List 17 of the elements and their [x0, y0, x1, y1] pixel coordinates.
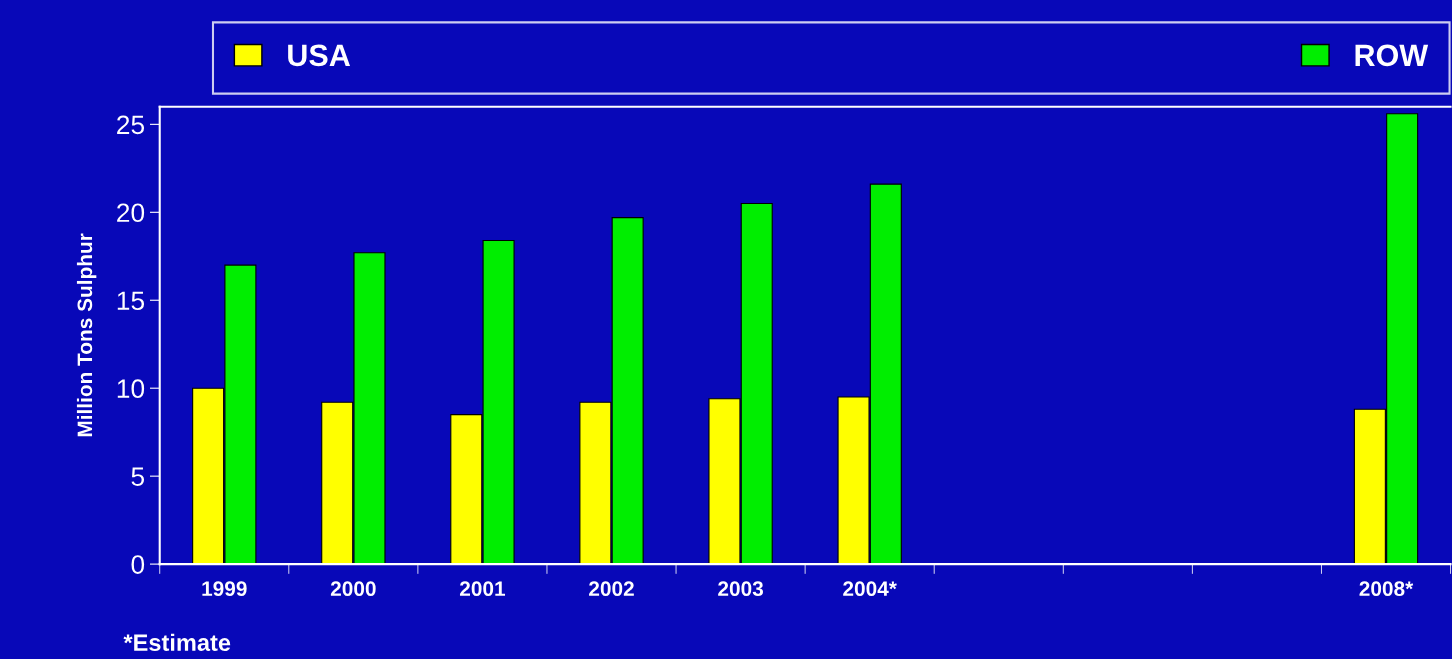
y-tick-label: 10: [117, 379, 145, 399]
y-tick-label: 0: [131, 555, 145, 574]
legend-label: ROW: [1355, 44, 1429, 67]
text: *Estimate: [123, 633, 231, 652]
x-tick-label: 2002: [589, 581, 634, 597]
y-tick-label: 25: [117, 115, 145, 135]
y-axis-title: Million Tons Sulphur: [76, 233, 97, 437]
x-tick-label: 2000: [330, 581, 376, 597]
x-tick-label: 2004*: [843, 581, 897, 597]
x-tick-label: 2008*: [1359, 581, 1414, 597]
x-tick-label: 1999: [202, 581, 247, 597]
y-tick-label: 15: [117, 291, 145, 311]
x-tick-label: 2001: [459, 581, 506, 597]
y-tick-label: 20: [117, 203, 145, 223]
y-tick-label: 5: [131, 467, 145, 486]
legend-label: USA: [288, 44, 351, 67]
x-tick-label: 2003: [718, 581, 764, 597]
